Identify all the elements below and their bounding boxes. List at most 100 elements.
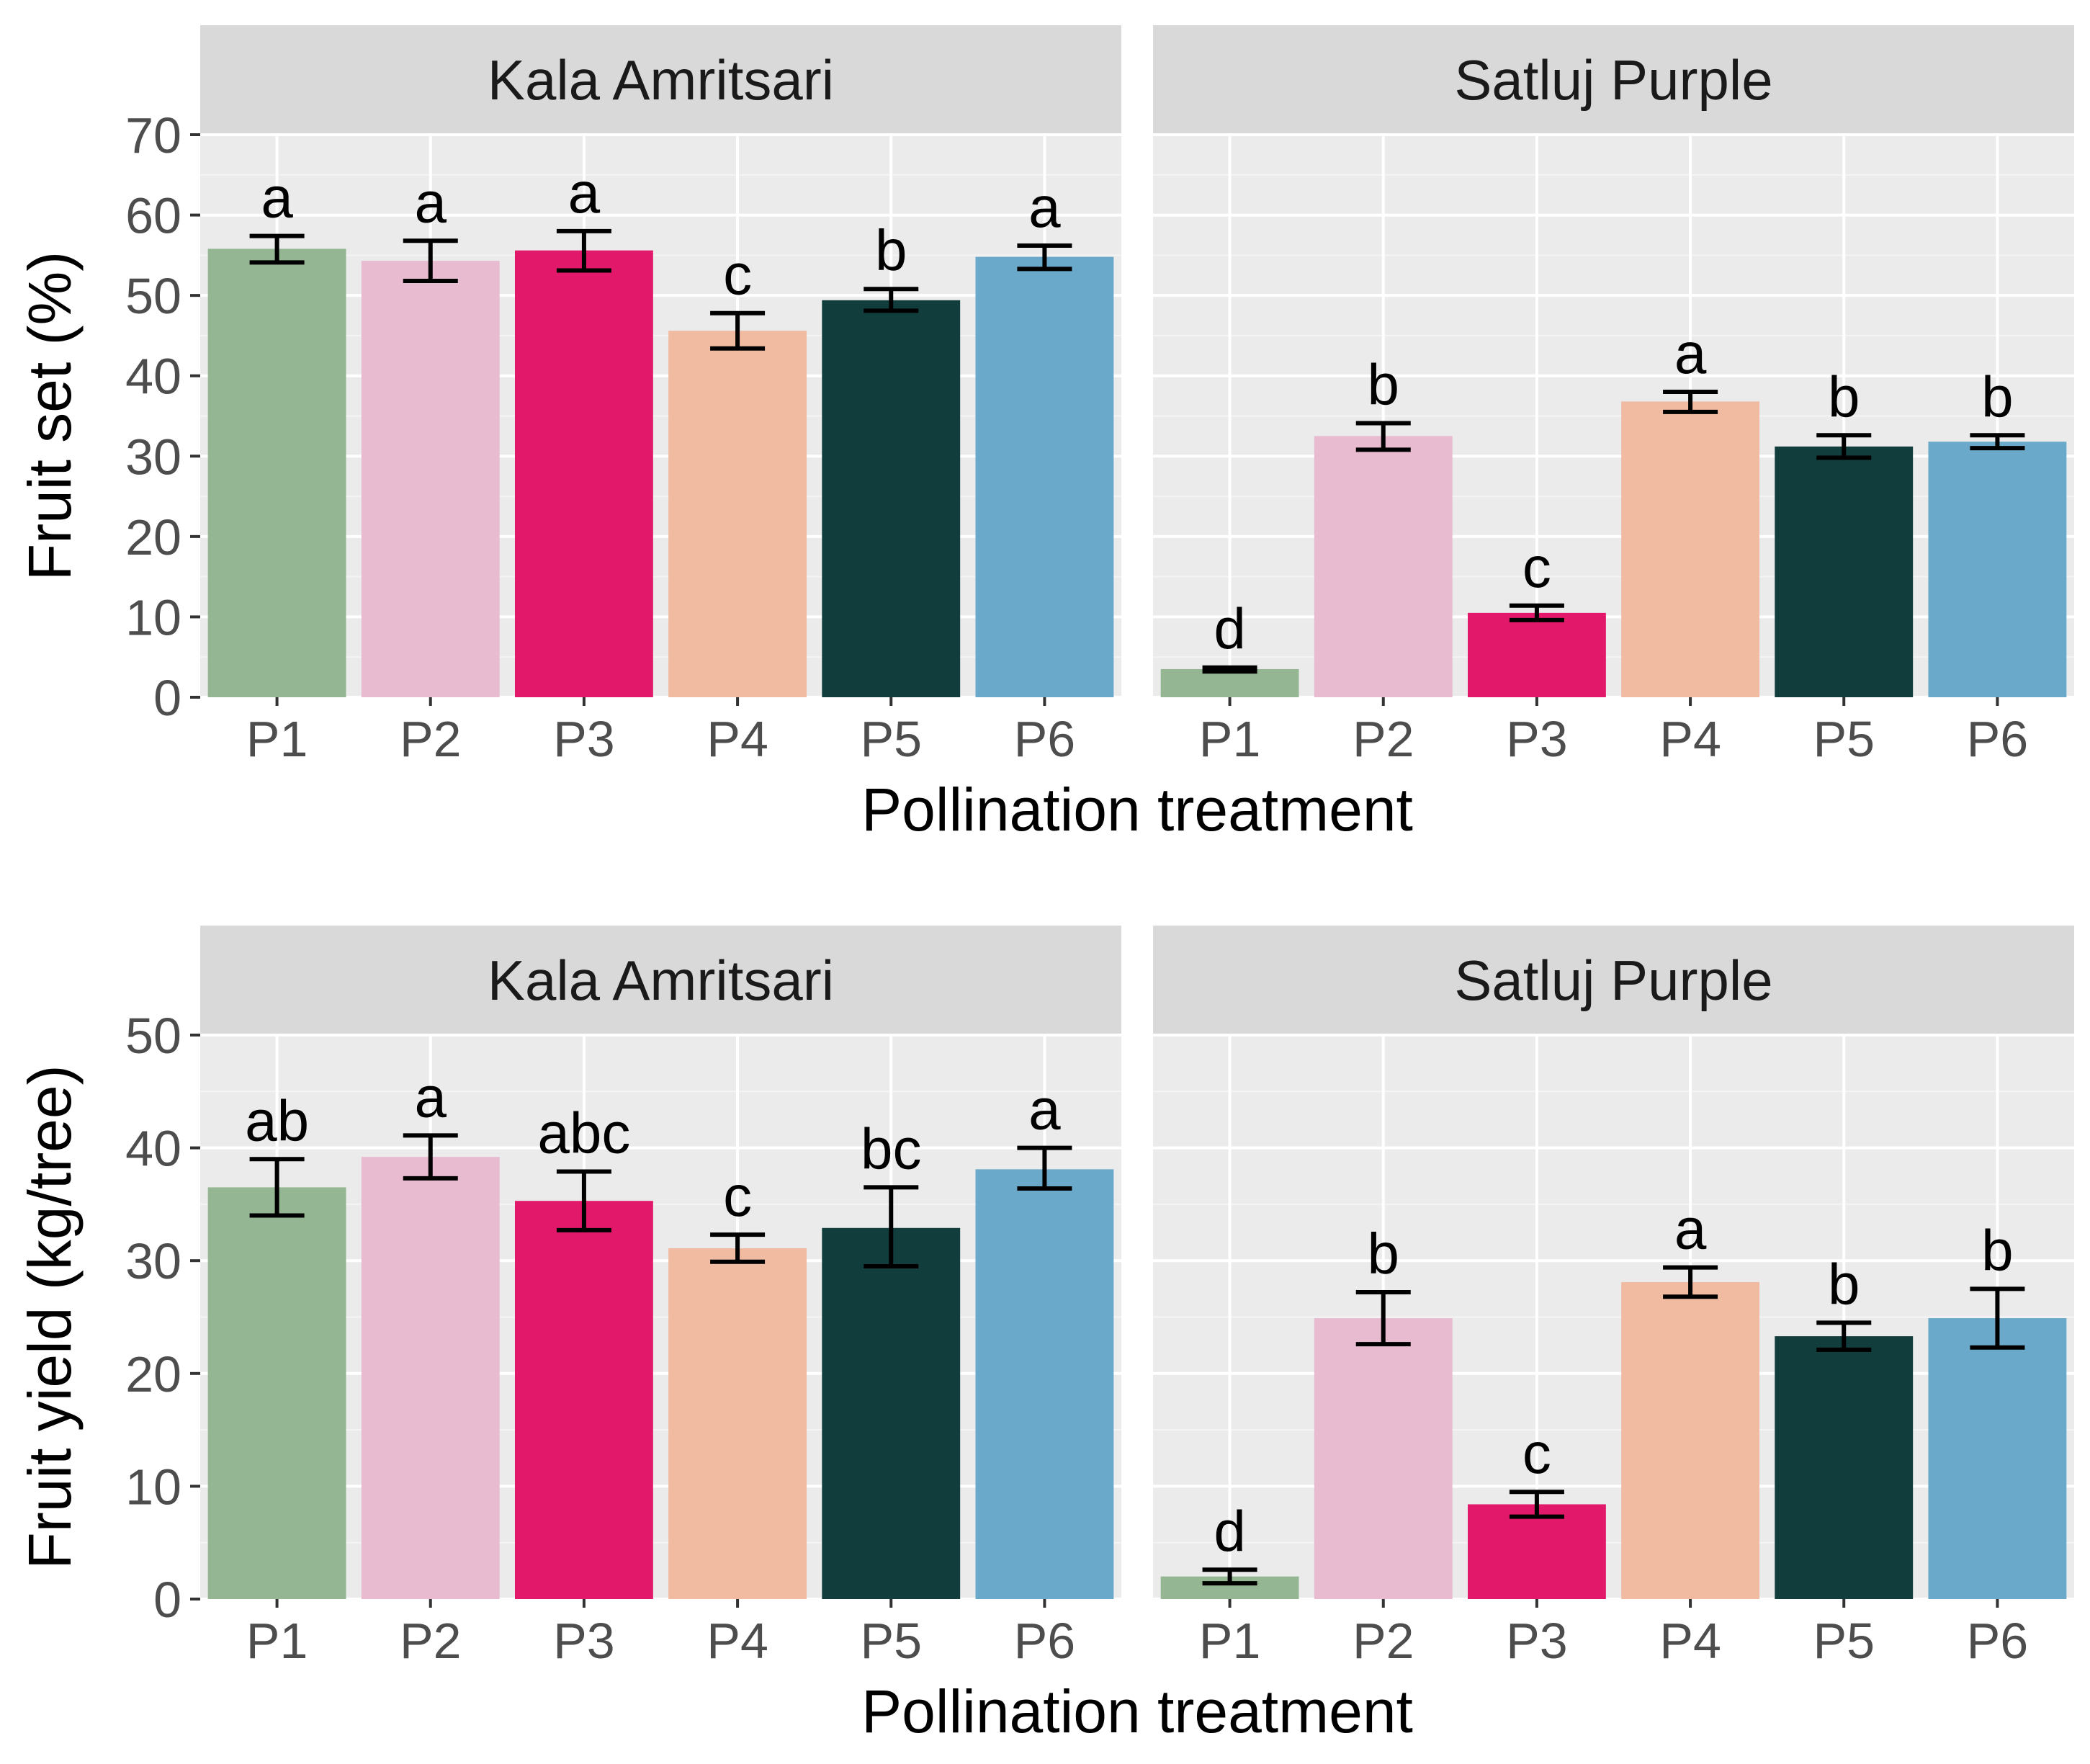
y-tick-label: 50 bbox=[125, 1008, 181, 1064]
error-bar-P4 bbox=[1663, 1265, 1718, 1299]
error-bar-P5 bbox=[1816, 433, 1872, 460]
facet-strip-label: Satluj Purple bbox=[1454, 949, 1772, 1012]
bar-P6 bbox=[1928, 442, 2067, 697]
facet-strip bbox=[200, 25, 1121, 135]
x-tick-label-P3: P3 bbox=[1506, 711, 1568, 767]
y-axis-title: Fruit set (%) bbox=[16, 251, 84, 581]
bar-P2 bbox=[361, 1157, 500, 1599]
y-tick-label: 40 bbox=[125, 1121, 181, 1177]
x-tick-label-P2: P2 bbox=[400, 1613, 462, 1669]
x-tick-label-P3: P3 bbox=[1506, 1613, 1568, 1669]
error-bar-P4 bbox=[710, 310, 766, 351]
bar-P4 bbox=[1621, 401, 1760, 697]
significance-letter-P4: a bbox=[1674, 321, 1707, 385]
facet-strip bbox=[1153, 25, 2074, 135]
error-bar-P5 bbox=[864, 1185, 919, 1269]
significance-letter-P6: a bbox=[1028, 1078, 1061, 1142]
x-tick-label-P4: P4 bbox=[707, 1613, 768, 1669]
significance-letter-P6: b bbox=[1981, 1218, 2014, 1282]
y-tick-label: 0 bbox=[153, 670, 181, 726]
significance-letter-P3: c bbox=[1522, 535, 1551, 599]
error-bar-P5 bbox=[1816, 1320, 1872, 1352]
x-tick-label-P4: P4 bbox=[1659, 711, 1721, 767]
error-bar-P6 bbox=[1017, 1145, 1072, 1191]
bar-P6 bbox=[975, 256, 1114, 697]
y-tick-label: 70 bbox=[125, 107, 181, 164]
bar-P5 bbox=[1775, 1336, 1914, 1599]
facet-strip-label: Satluj Purple bbox=[1454, 48, 1772, 112]
x-tick-label-P6: P6 bbox=[1967, 711, 2029, 767]
significance-letter-P5: bc bbox=[861, 1116, 922, 1181]
bar-P1 bbox=[1160, 668, 1299, 697]
x-axis-title: Pollination treatment bbox=[861, 1678, 1413, 1745]
x-tick-label-P2: P2 bbox=[1353, 711, 1414, 767]
y-axis-title: Fruit yield (kg/tree) bbox=[16, 1065, 84, 1569]
bar-P2 bbox=[1314, 1318, 1453, 1599]
y-tick-label: 20 bbox=[125, 509, 181, 565]
error-bar-P4 bbox=[710, 1232, 766, 1264]
error-bar-P2 bbox=[403, 1133, 458, 1181]
error-bar-P5 bbox=[864, 287, 919, 313]
error-bar-P1 bbox=[249, 1157, 305, 1218]
significance-letter-P3: a bbox=[568, 161, 601, 225]
fruit-set-chart: Kala Amritsari a a a c b a P1 P2 P3 P4 P5 P6 0 10 20 30 4… bbox=[16, 25, 2074, 843]
y-tick-label: 30 bbox=[125, 1233, 181, 1289]
facet-strip bbox=[200, 926, 1121, 1035]
fruit-yield-panel-2: Satluj Purple d b c a b b P1 P2 P3 P4 P5 P6 bbox=[1153, 926, 2074, 1669]
x-tick-label-P6: P6 bbox=[1014, 1613, 1076, 1669]
bar-P5 bbox=[1775, 446, 1914, 697]
error-bar-P1 bbox=[1202, 665, 1257, 674]
significance-letter-P5: b bbox=[875, 218, 907, 282]
bar-P3 bbox=[1467, 1504, 1606, 1599]
significance-letter-P4: c bbox=[723, 1164, 752, 1228]
significance-letter-P2: a bbox=[415, 1065, 447, 1129]
significance-letter-P1: a bbox=[261, 166, 293, 230]
error-bar-P6 bbox=[1970, 1286, 2025, 1350]
bar-P6 bbox=[975, 1169, 1114, 1599]
x-tick-label-P5: P5 bbox=[1813, 711, 1875, 767]
x-tick-label-P4: P4 bbox=[1659, 1613, 1721, 1669]
error-bar-P6 bbox=[1970, 433, 2025, 451]
significance-letter-P4: a bbox=[1674, 1197, 1707, 1261]
x-tick-label-P1: P1 bbox=[1199, 711, 1261, 767]
bar-P4 bbox=[668, 331, 807, 697]
significance-letter-P6: b bbox=[1981, 364, 2014, 429]
significance-letter-P4: c bbox=[723, 243, 752, 307]
x-tick-label-P5: P5 bbox=[1813, 1613, 1875, 1669]
error-bar-P3 bbox=[556, 1169, 611, 1232]
y-tick-label: 0 bbox=[153, 1572, 181, 1628]
significance-letter-P1: ab bbox=[245, 1088, 309, 1152]
bar-P4 bbox=[668, 1248, 807, 1599]
x-tick-label-P3: P3 bbox=[553, 711, 615, 767]
bar-P3 bbox=[514, 1201, 653, 1599]
y-tick-label: 50 bbox=[125, 268, 181, 324]
y-tick-label: 20 bbox=[125, 1346, 181, 1402]
x-tick-label-P6: P6 bbox=[1014, 711, 1076, 767]
facet-strip-label: Kala Amritsari bbox=[488, 48, 834, 112]
x-tick-label-P5: P5 bbox=[860, 1613, 922, 1669]
significance-letter-P2: a bbox=[415, 170, 447, 234]
x-axis-title: Pollination treatment bbox=[861, 776, 1413, 843]
x-tick-label-P1: P1 bbox=[246, 1613, 308, 1669]
bar-P1 bbox=[207, 249, 346, 698]
bar-P3 bbox=[514, 250, 653, 698]
x-tick-label-P3: P3 bbox=[553, 1613, 615, 1669]
error-bar-P3 bbox=[1509, 1490, 1564, 1519]
bar-P2 bbox=[1314, 436, 1453, 697]
error-bar-P3 bbox=[1509, 603, 1564, 622]
y-tick-label: 40 bbox=[125, 349, 181, 405]
significance-letter-P2: b bbox=[1368, 353, 1400, 417]
error-bar-P1 bbox=[249, 233, 305, 265]
significance-letter-P6: a bbox=[1028, 175, 1061, 239]
significance-letter-P1: d bbox=[1214, 1499, 1246, 1563]
fruit-set-panel-1: Kala Amritsari a a a c b a P1 P2 P3 P4 P5 P6 0 10 20 30 4… bbox=[125, 25, 1121, 767]
error-bar-P2 bbox=[1355, 421, 1411, 452]
error-bar-P1 bbox=[1202, 1567, 1257, 1586]
bar-P4 bbox=[1621, 1281, 1760, 1599]
facet-strip-label: Kala Amritsari bbox=[488, 949, 834, 1012]
y-tick-label: 30 bbox=[125, 429, 181, 485]
significance-letter-P3: c bbox=[1522, 1421, 1551, 1485]
error-bar-P3 bbox=[556, 228, 611, 273]
bar-P6 bbox=[1928, 1318, 2067, 1599]
